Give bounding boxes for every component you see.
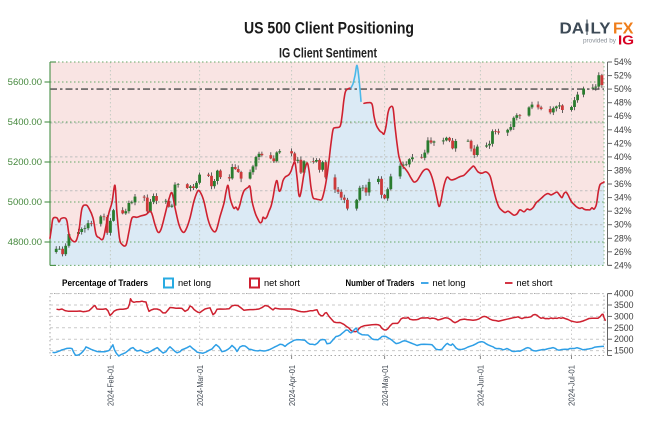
svg-text:US 500 Client Positioning: US 500 Client Positioning — [244, 20, 414, 38]
svg-text:42%: 42% — [614, 138, 632, 148]
svg-text:3000: 3000 — [614, 311, 634, 321]
svg-text:50%: 50% — [614, 84, 632, 94]
svg-text:28%: 28% — [614, 233, 632, 243]
svg-text:2000: 2000 — [614, 334, 634, 344]
svg-text:26%: 26% — [614, 247, 632, 257]
svg-text:3500: 3500 — [614, 300, 634, 310]
svg-text:5400.00: 5400.00 — [8, 117, 42, 128]
svg-text:provided by: provided by — [583, 38, 617, 45]
svg-text:1500: 1500 — [614, 346, 634, 356]
svg-text:Number of Traders: Number of Traders — [346, 278, 415, 289]
svg-text:Percentage of Traders: Percentage of Traders — [62, 278, 148, 289]
svg-text:DA: DA — [560, 21, 585, 38]
svg-text:IG: IG — [618, 34, 634, 48]
svg-text:4000: 4000 — [614, 289, 634, 299]
svg-text:44%: 44% — [614, 125, 632, 135]
svg-text:2024-Mar-01: 2024-Mar-01 — [195, 365, 205, 406]
svg-text:32%: 32% — [614, 206, 632, 216]
svg-text:36%: 36% — [614, 179, 632, 189]
svg-text:46%: 46% — [614, 111, 632, 121]
svg-text:2024-Apr-01: 2024-Apr-01 — [287, 365, 297, 406]
svg-text:34%: 34% — [614, 193, 632, 203]
svg-text:net long: net long — [433, 278, 466, 289]
svg-text:38%: 38% — [614, 166, 632, 176]
svg-text:net long: net long — [178, 278, 211, 289]
svg-text:5000.00: 5000.00 — [8, 197, 42, 208]
svg-text:2500: 2500 — [614, 323, 634, 333]
svg-text:2024-Feb-01: 2024-Feb-01 — [106, 365, 116, 406]
svg-text:5600.00: 5600.00 — [8, 77, 42, 88]
svg-text:LY: LY — [591, 21, 612, 38]
svg-text:40%: 40% — [614, 152, 632, 162]
svg-text:2024-May-01: 2024-May-01 — [380, 365, 390, 406]
svg-text:54%: 54% — [614, 57, 632, 67]
svg-text:48%: 48% — [614, 98, 632, 108]
svg-text:IG Client Sentiment: IG Client Sentiment — [279, 46, 377, 61]
svg-text:24%: 24% — [614, 260, 632, 270]
svg-text:2024-Jul-01: 2024-Jul-01 — [567, 365, 577, 406]
svg-text:net short: net short — [517, 278, 553, 289]
svg-text:net short: net short — [264, 278, 300, 289]
svg-text:2024-Jun-01: 2024-Jun-01 — [476, 365, 486, 406]
svg-text:4800.00: 4800.00 — [8, 237, 42, 248]
svg-text:52%: 52% — [614, 71, 632, 81]
svg-text:FX: FX — [613, 21, 634, 38]
svg-text:5200.00: 5200.00 — [8, 157, 42, 168]
svg-text:30%: 30% — [614, 220, 632, 230]
